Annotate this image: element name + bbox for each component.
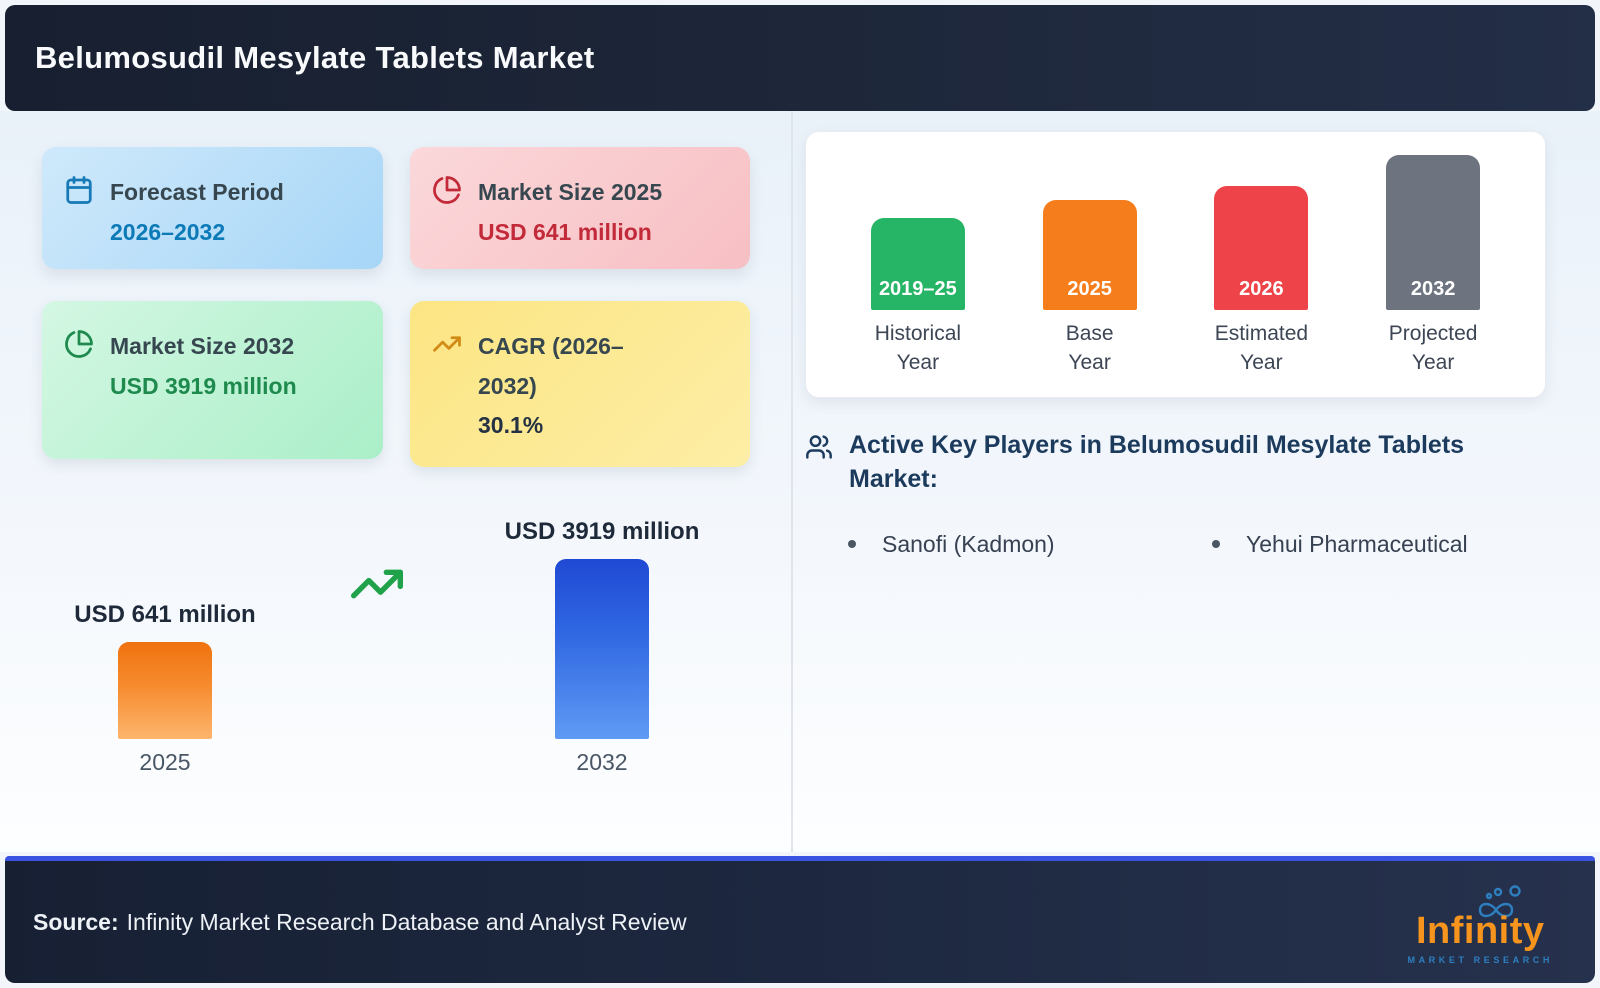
card-forecast-period: Forecast Period 2026–2032: [42, 147, 383, 269]
bar-value-label: USD 641 million: [74, 601, 256, 628]
card-value: USD 641 million: [478, 218, 652, 245]
card-market-size-2025: Market Size 2025 USD 641 million: [410, 147, 750, 269]
key-players-heading: Active Key Players in Belumosudil Mesyla…: [849, 431, 1465, 493]
source-line: Source: Infinity Market Research Database…: [33, 909, 687, 936]
users-icon: [805, 433, 833, 466]
timeline-card: 2019–25 Historical Year 2025 Base Year 2…: [805, 131, 1546, 398]
timeline-range: 2019–25: [878, 278, 957, 301]
card-label: Forecast Period: [110, 179, 284, 205]
card-value: USD 3919 million: [110, 372, 297, 399]
timeline-estimated: 2026 Estimated Year: [1214, 186, 1309, 377]
timeline-projected: 2032 Projected Year: [1386, 155, 1481, 377]
bar-year-label: 2025: [139, 749, 191, 775]
infinity-logo: Infinity MARKET RESEARCH: [1407, 884, 1553, 965]
panel-divider: [791, 111, 793, 852]
player-name: Yehui Pharmaceutical: [1246, 530, 1468, 557]
bar-year-label: 2032: [576, 749, 628, 775]
timeline-bar-base: 2025: [1042, 200, 1137, 311]
content: Forecast Period 2026–2032 Market Size 20…: [0, 111, 1600, 852]
timeline-label: Projected Year: [1388, 322, 1478, 374]
trending-up-icon: [432, 329, 462, 364]
card-label: Market Size 2025: [478, 179, 663, 205]
chart-column-2025: USD 641 million 2025: [55, 601, 275, 776]
card-value: 2026–2032: [110, 218, 226, 245]
pie-chart-icon: [64, 329, 94, 364]
chart-column-2032: USD 3919 million 2032: [492, 518, 712, 776]
card-label: Market Size 2032: [110, 333, 295, 359]
card-text: Forecast Period 2026–2032: [110, 173, 284, 252]
card-text: Market Size 2025 USD 641 million: [478, 173, 662, 252]
key-players-list: Sanofi (Kadmon) Yehui Pharmaceutical: [848, 531, 1585, 558]
card-text: Market Size 2032 USD 3919 million: [110, 327, 297, 406]
list-item: Sanofi (Kadmon): [848, 531, 1212, 558]
bullet-icon: [848, 540, 856, 548]
card-cagr: CAGR (2026–2032) 30.1%: [410, 301, 750, 467]
logo-wordmark: Infinity: [1415, 909, 1545, 952]
bar-value-label: USD 3919 million: [504, 518, 700, 545]
timeline-bar-historical: 2019–25: [870, 218, 965, 311]
timeline-label: Estimated Year: [1214, 322, 1309, 374]
timeline-range: 2032: [1410, 278, 1456, 301]
growth-arrow-icon: [345, 556, 409, 617]
source-label: Source:: [33, 908, 119, 935]
left-panel: Forecast Period 2026–2032 Market Size 20…: [0, 111, 792, 852]
key-players-section: Active Key Players in Belumosudil Mesyla…: [805, 429, 1585, 558]
timeline-bar-estimated: 2026: [1214, 186, 1309, 311]
page-title: Belumosudil Mesylate Tablets Market: [35, 40, 595, 75]
logo-subtitle: MARKET RESEARCH: [1407, 954, 1553, 965]
key-players-heading-row: Active Key Players in Belumosudil Mesyla…: [805, 429, 1585, 497]
list-item: Yehui Pharmaceutical: [1212, 531, 1468, 558]
bar-2025: [118, 642, 212, 739]
pie-chart-icon: [432, 175, 462, 210]
timeline-range: 2025: [1067, 278, 1112, 301]
timeline-bar-projected: 2032: [1386, 155, 1481, 311]
card-market-size-2032: Market Size 2032 USD 3919 million: [42, 301, 383, 459]
timeline-base: 2025 Base Year: [1042, 200, 1137, 377]
calendar-icon: [64, 175, 94, 210]
card-value: 30.1%: [478, 412, 544, 439]
infinity-swirl-icon: [1479, 884, 1521, 917]
timeline-label: Base Year: [1065, 322, 1114, 374]
bar-2032: [555, 559, 649, 739]
timeline-range: 2026: [1239, 278, 1284, 301]
bullet-icon: [1212, 540, 1220, 548]
player-name: Sanofi (Kadmon): [882, 530, 1055, 557]
header: Belumosudil Mesylate Tablets Market: [5, 5, 1595, 111]
market-growth-chart: USD 641 million 2025 USD 3919 million 20…: [0, 518, 792, 776]
timeline-label: Historical Year: [874, 322, 962, 374]
right-panel: 2019–25 Historical Year 2025 Base Year 2…: [794, 111, 1600, 852]
source-text: Infinity Market Research Database and An…: [126, 908, 687, 935]
footer: Source: Infinity Market Research Database…: [5, 856, 1595, 983]
timeline-historical: 2019–25 Historical Year: [870, 218, 965, 377]
card-text: CAGR (2026–2032) 30.1%: [478, 327, 674, 446]
card-label: CAGR (2026–2032): [478, 333, 624, 399]
